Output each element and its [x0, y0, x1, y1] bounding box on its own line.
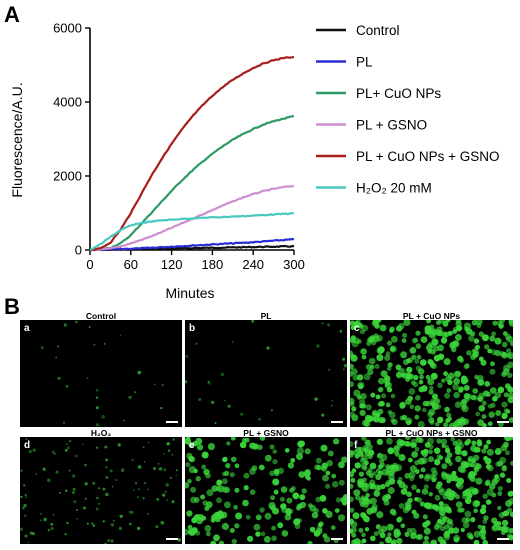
series-line	[89, 115, 295, 252]
cell-field	[185, 437, 347, 544]
panel-letter-b: B	[4, 294, 20, 319]
micrograph-title: PL + CuO NPs + GSNO	[385, 428, 478, 438]
chart-lines	[89, 55, 295, 252]
x-axis-label: Minutes	[165, 285, 214, 300]
legend-item: PL + CuO NPs + GSNO	[316, 149, 500, 164]
y-tick-label: 0	[75, 243, 82, 258]
legend-item: PL	[316, 55, 373, 70]
legend-item: PL + GSNO	[316, 118, 427, 133]
x-tick-label: 0	[86, 257, 93, 272]
chart-legend: Control PL PL+ CuO NPs PL + GSNO PL + CuO NP…	[316, 23, 500, 196]
micrograph-sublabel: d	[24, 440, 31, 451]
micrograph-title: Control	[85, 311, 117, 321]
y-axis-label: Fluorescence/A.U.	[9, 82, 25, 197]
micrograph-panel: a	[20, 320, 182, 427]
micrograph-sublabel: e	[189, 440, 195, 451]
legend-item: H₂O₂ 20 mM	[316, 181, 432, 196]
micrograph-sublabel: a	[24, 323, 30, 334]
y-tick-label: 6000	[53, 21, 82, 36]
legend-label: PL+ CuO NPs	[356, 86, 441, 101]
legend-label: PL + GSNO	[356, 118, 427, 133]
cell-field	[40, 320, 164, 427]
cell-field	[20, 438, 181, 544]
x-tick-label: 120	[161, 257, 183, 272]
cell-field	[350, 437, 513, 544]
micrograph-panel: e	[185, 437, 347, 544]
legend-label: H₂O₂ 20 mM	[356, 181, 432, 196]
scale-bar	[166, 421, 178, 423]
cell-field	[350, 320, 513, 427]
scale-bar	[497, 421, 509, 423]
scale-bar	[497, 538, 509, 540]
legend-item: PL+ CuO NPs	[316, 86, 441, 101]
micrograph-sublabel: f	[354, 440, 358, 451]
fluorescence-chart: 0 60 120 180 240 300 0 2000 4000 6000 Control PL PL…	[9, 21, 500, 301]
y-tick-label: 2000	[53, 169, 82, 184]
micrograph-panel: d	[20, 437, 182, 544]
scale-bar	[166, 538, 178, 540]
micrograph-panel: c	[350, 320, 513, 427]
legend-item: Control	[316, 23, 400, 38]
panel-letter-a: A	[4, 2, 20, 27]
x-tick-label: 300	[283, 257, 305, 272]
legend-label: PL	[356, 55, 373, 70]
legend-label: Control	[356, 23, 400, 38]
series-line	[89, 55, 295, 252]
micrograph-title: PL + CuO NPs	[402, 311, 461, 321]
chart-axes	[89, 28, 294, 251]
series-line	[89, 237, 295, 252]
micrograph-title: PL + GSNO	[243, 428, 289, 438]
series-line	[89, 212, 295, 251]
micrograph-title: H₂O₂	[90, 428, 112, 438]
chart-ticks: 0 60 120 180 240 300 0 2000 4000 6000	[53, 21, 305, 273]
x-tick-label: 180	[202, 257, 224, 272]
micrograph-panel: f	[350, 437, 513, 544]
scale-bar	[331, 421, 343, 423]
micrograph-sublabel: b	[189, 323, 196, 334]
micrograph-title: PL	[260, 311, 272, 321]
legend-label: PL + CuO NPs + GSNO	[356, 149, 500, 164]
y-tick-label: 4000	[53, 95, 82, 110]
x-tick-label: 240	[242, 257, 264, 272]
micrograph-sublabel: c	[354, 323, 360, 334]
scale-bar	[331, 538, 343, 540]
micrograph-panel: b	[185, 320, 347, 427]
cell-field	[185, 320, 347, 425]
x-tick-label: 60	[124, 257, 138, 272]
